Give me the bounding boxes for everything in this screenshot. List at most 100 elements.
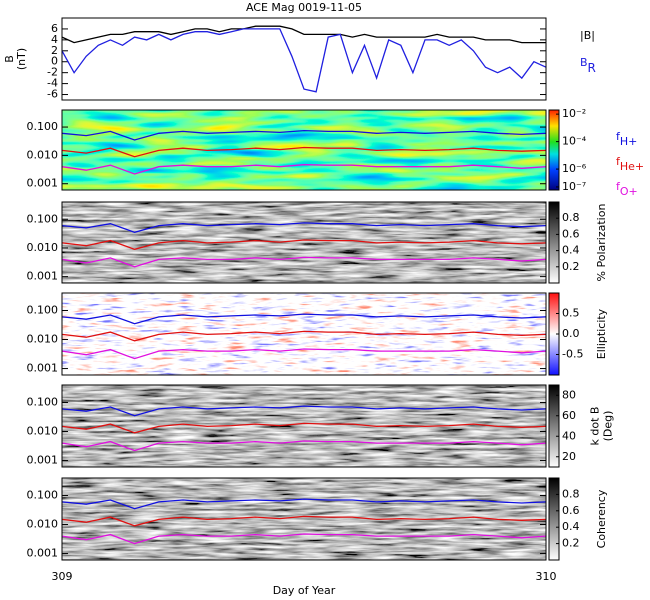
colorbar-tick-label: -0.5	[562, 348, 583, 361]
legend-entry: fO+	[616, 180, 638, 198]
colorbar-label: Ellipticity	[595, 308, 608, 359]
series-line	[62, 498, 546, 510]
spectrogram-image	[62, 202, 546, 283]
series-line	[62, 28, 546, 93]
series-line	[62, 256, 546, 268]
series-line	[62, 222, 546, 233]
legend-entry: fH+	[616, 130, 637, 148]
colorbar-tick-label: 0.8	[562, 211, 580, 224]
y-tick-label: 0	[51, 55, 58, 68]
y-tick-label: 0.010	[27, 241, 59, 254]
chart-title: ACE Mag 0019-11-05	[246, 1, 362, 14]
colorbar-tick-label: 0.5	[562, 307, 580, 320]
colorbar	[548, 384, 560, 468]
colorbar-tick-label: 60	[562, 409, 576, 422]
colorbar-tick-label: 10⁻⁶	[562, 162, 587, 175]
x-tick-label: 309	[52, 570, 73, 583]
legend-name: |B|	[580, 29, 595, 42]
colorbar-tick-label: 10⁻²	[562, 107, 586, 120]
y-tick-label: 0.001	[27, 362, 59, 375]
y-tick-label: 0.010	[27, 148, 59, 161]
legend-name: f	[616, 130, 621, 143]
legend-subscript: R	[588, 61, 596, 75]
y-axis-label: (nT)	[15, 48, 28, 70]
colorbar	[548, 109, 560, 191]
colorbar-label: (Deg)	[602, 411, 615, 442]
series-line	[62, 330, 546, 342]
colorbar-tick-label: 80	[562, 388, 576, 401]
series-line	[62, 348, 546, 360]
colorbar-tick-label: 20	[562, 450, 576, 463]
series-line	[62, 164, 546, 175]
y-tick-label: 4	[51, 33, 58, 46]
colorbar-tick-label: 10⁻⁷	[562, 180, 586, 193]
series-line	[62, 405, 546, 417]
series-line	[62, 515, 546, 527]
colorbar-tick-label: 10⁻⁴	[562, 135, 587, 148]
spectrogram-image	[62, 385, 546, 467]
series-line	[62, 146, 546, 158]
series-line	[62, 313, 546, 325]
colorbar-tick-label: 0.4	[562, 244, 580, 257]
plot-frame	[61, 384, 547, 468]
legend-subscript: O+	[620, 185, 638, 198]
y-tick-label: 0.100	[27, 120, 59, 133]
y-tick-label: 2	[51, 44, 58, 57]
plot-frame	[61, 292, 547, 376]
legend-name: f	[616, 180, 621, 193]
series-line	[62, 422, 546, 434]
y-tick-label: 0.100	[27, 303, 59, 316]
plot-frame	[61, 477, 547, 561]
y-tick-label: 0.001	[27, 547, 59, 560]
colorbar-tick-label: 0.2	[562, 537, 580, 550]
y-tick-label: 6	[51, 22, 58, 35]
spectrogram-image	[62, 110, 546, 190]
legend-subscript: H+	[620, 135, 638, 148]
y-tick-label: -2	[47, 66, 58, 79]
y-tick-label: 0.001	[27, 177, 59, 190]
y-tick-label: 0.100	[27, 212, 59, 225]
colorbar-label: Coherency	[595, 489, 608, 548]
colorbar-tick-label: 0.0	[562, 327, 580, 340]
colorbar	[548, 201, 560, 284]
legend-entry: fHe+	[616, 155, 644, 173]
x-axis-label: Day of Year	[273, 584, 336, 597]
y-tick-label: -6	[47, 88, 58, 101]
legend-name: B	[580, 56, 588, 69]
colorbar-tick-label: 0.2	[562, 260, 580, 273]
y-tick-label: 0.100	[27, 395, 59, 408]
plot-frame	[61, 109, 547, 191]
legend-entry: |B|	[580, 29, 595, 42]
plot-frame	[61, 17, 547, 101]
legend-name: f	[616, 155, 621, 168]
colorbar-tick-label: 40	[562, 429, 576, 442]
y-tick-label: 0.100	[27, 488, 59, 501]
y-axis-label: B	[3, 55, 16, 63]
y-tick-label: 0.001	[27, 270, 59, 283]
colorbar-tick-label: 0.4	[562, 520, 580, 533]
series-line	[62, 440, 546, 452]
y-tick-label: 0.001	[27, 454, 59, 467]
spectrogram-image	[62, 293, 546, 375]
colorbar-label: % Polarization	[595, 204, 608, 282]
x-tick-label: 310	[536, 570, 557, 583]
colorbar-tick-label: 0.6	[562, 504, 580, 517]
legend-subscript: He+	[620, 160, 644, 173]
plot-frame	[61, 201, 547, 284]
series-line	[62, 129, 546, 141]
y-tick-label: 0.010	[27, 333, 59, 346]
y-tick-label: -4	[47, 77, 58, 90]
colorbar-label: k dot B	[589, 407, 602, 446]
colorbar	[548, 477, 560, 561]
colorbar-tick-label: 0.8	[562, 487, 580, 500]
series-line	[62, 25, 546, 44]
y-tick-label: 0.010	[27, 425, 59, 438]
y-tick-label: 0.010	[27, 518, 59, 531]
series-line	[62, 533, 546, 545]
spectrogram-image	[62, 478, 546, 560]
legend-entry: BR	[580, 56, 596, 75]
colorbar-tick-label: 0.6	[562, 227, 580, 240]
series-line	[62, 239, 546, 250]
